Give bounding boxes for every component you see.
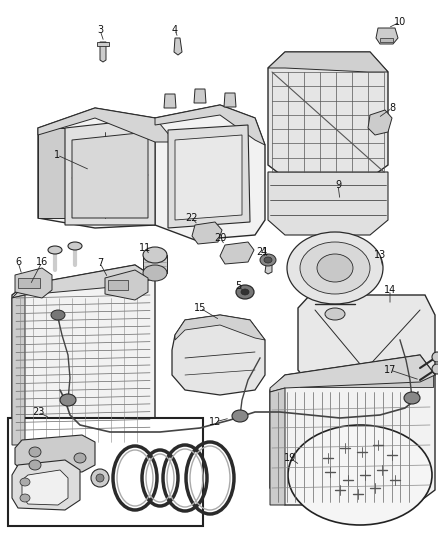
Polygon shape [267, 52, 387, 178]
Polygon shape [172, 315, 265, 395]
Polygon shape [155, 105, 265, 145]
Polygon shape [375, 28, 397, 44]
Polygon shape [175, 135, 241, 220]
Polygon shape [223, 93, 236, 107]
Polygon shape [168, 125, 249, 228]
Polygon shape [38, 108, 175, 228]
Polygon shape [12, 460, 80, 510]
Text: 10: 10 [393, 17, 405, 27]
Text: 12: 12 [208, 417, 221, 427]
Polygon shape [267, 52, 387, 72]
Text: 22: 22 [185, 213, 198, 223]
Text: 8: 8 [388, 103, 394, 113]
Polygon shape [65, 118, 155, 225]
Ellipse shape [431, 352, 438, 362]
Ellipse shape [231, 410, 247, 422]
Polygon shape [38, 108, 175, 142]
Ellipse shape [74, 453, 86, 463]
Polygon shape [379, 38, 392, 42]
Polygon shape [267, 172, 387, 235]
Polygon shape [269, 355, 434, 505]
Polygon shape [97, 42, 109, 46]
Ellipse shape [143, 265, 166, 281]
Ellipse shape [324, 308, 344, 320]
Ellipse shape [29, 460, 41, 470]
Polygon shape [269, 355, 434, 392]
Text: 14: 14 [383, 285, 395, 295]
Ellipse shape [431, 364, 438, 374]
Ellipse shape [60, 394, 76, 406]
Polygon shape [173, 38, 182, 55]
Polygon shape [219, 242, 254, 264]
Polygon shape [105, 270, 148, 300]
Ellipse shape [91, 469, 109, 487]
Text: 7: 7 [97, 258, 103, 268]
Bar [8, 418, 202, 526]
Ellipse shape [51, 310, 65, 320]
Ellipse shape [263, 257, 272, 263]
Polygon shape [164, 94, 176, 108]
Ellipse shape [143, 247, 166, 263]
Text: 5: 5 [234, 281, 240, 291]
Text: 1: 1 [54, 150, 60, 160]
Polygon shape [22, 470, 68, 505]
Polygon shape [12, 265, 155, 298]
Ellipse shape [68, 242, 82, 250]
Text: 13: 13 [373, 250, 385, 260]
Text: 15: 15 [193, 303, 206, 313]
Polygon shape [265, 258, 272, 274]
Text: 19: 19 [283, 453, 296, 463]
Ellipse shape [259, 254, 276, 266]
Text: 16: 16 [36, 257, 48, 267]
Polygon shape [194, 89, 205, 103]
Bar [299, 375, 432, 387]
Polygon shape [155, 105, 265, 240]
Text: 4: 4 [260, 247, 266, 257]
Polygon shape [12, 265, 155, 445]
Bar [143, 255, 166, 273]
Text: 9: 9 [334, 180, 340, 190]
Text: 20: 20 [213, 233, 226, 243]
Text: 3: 3 [97, 25, 103, 35]
Polygon shape [269, 388, 284, 505]
Polygon shape [100, 42, 106, 62]
Ellipse shape [240, 289, 248, 295]
Ellipse shape [96, 474, 104, 482]
Ellipse shape [20, 494, 30, 502]
Ellipse shape [403, 392, 419, 404]
Polygon shape [15, 268, 52, 298]
Text: 23: 23 [32, 407, 44, 417]
Text: 17: 17 [383, 365, 395, 375]
Polygon shape [38, 128, 65, 218]
Bar [18, 278, 40, 288]
Polygon shape [191, 222, 222, 244]
Polygon shape [72, 132, 148, 218]
Polygon shape [367, 110, 391, 135]
Ellipse shape [20, 478, 30, 486]
Text: 21: 21 [255, 247, 268, 257]
Polygon shape [12, 295, 25, 445]
Ellipse shape [286, 232, 382, 304]
Ellipse shape [48, 246, 62, 254]
Polygon shape [175, 315, 265, 340]
Ellipse shape [316, 254, 352, 282]
Text: 4: 4 [172, 25, 178, 35]
Ellipse shape [299, 242, 369, 294]
Bar [108, 280, 128, 290]
Polygon shape [297, 295, 434, 385]
Ellipse shape [287, 425, 431, 525]
Ellipse shape [29, 447, 41, 457]
Polygon shape [15, 435, 95, 472]
Text: 11: 11 [138, 243, 151, 253]
Ellipse shape [236, 285, 254, 299]
Text: 6: 6 [15, 257, 21, 267]
